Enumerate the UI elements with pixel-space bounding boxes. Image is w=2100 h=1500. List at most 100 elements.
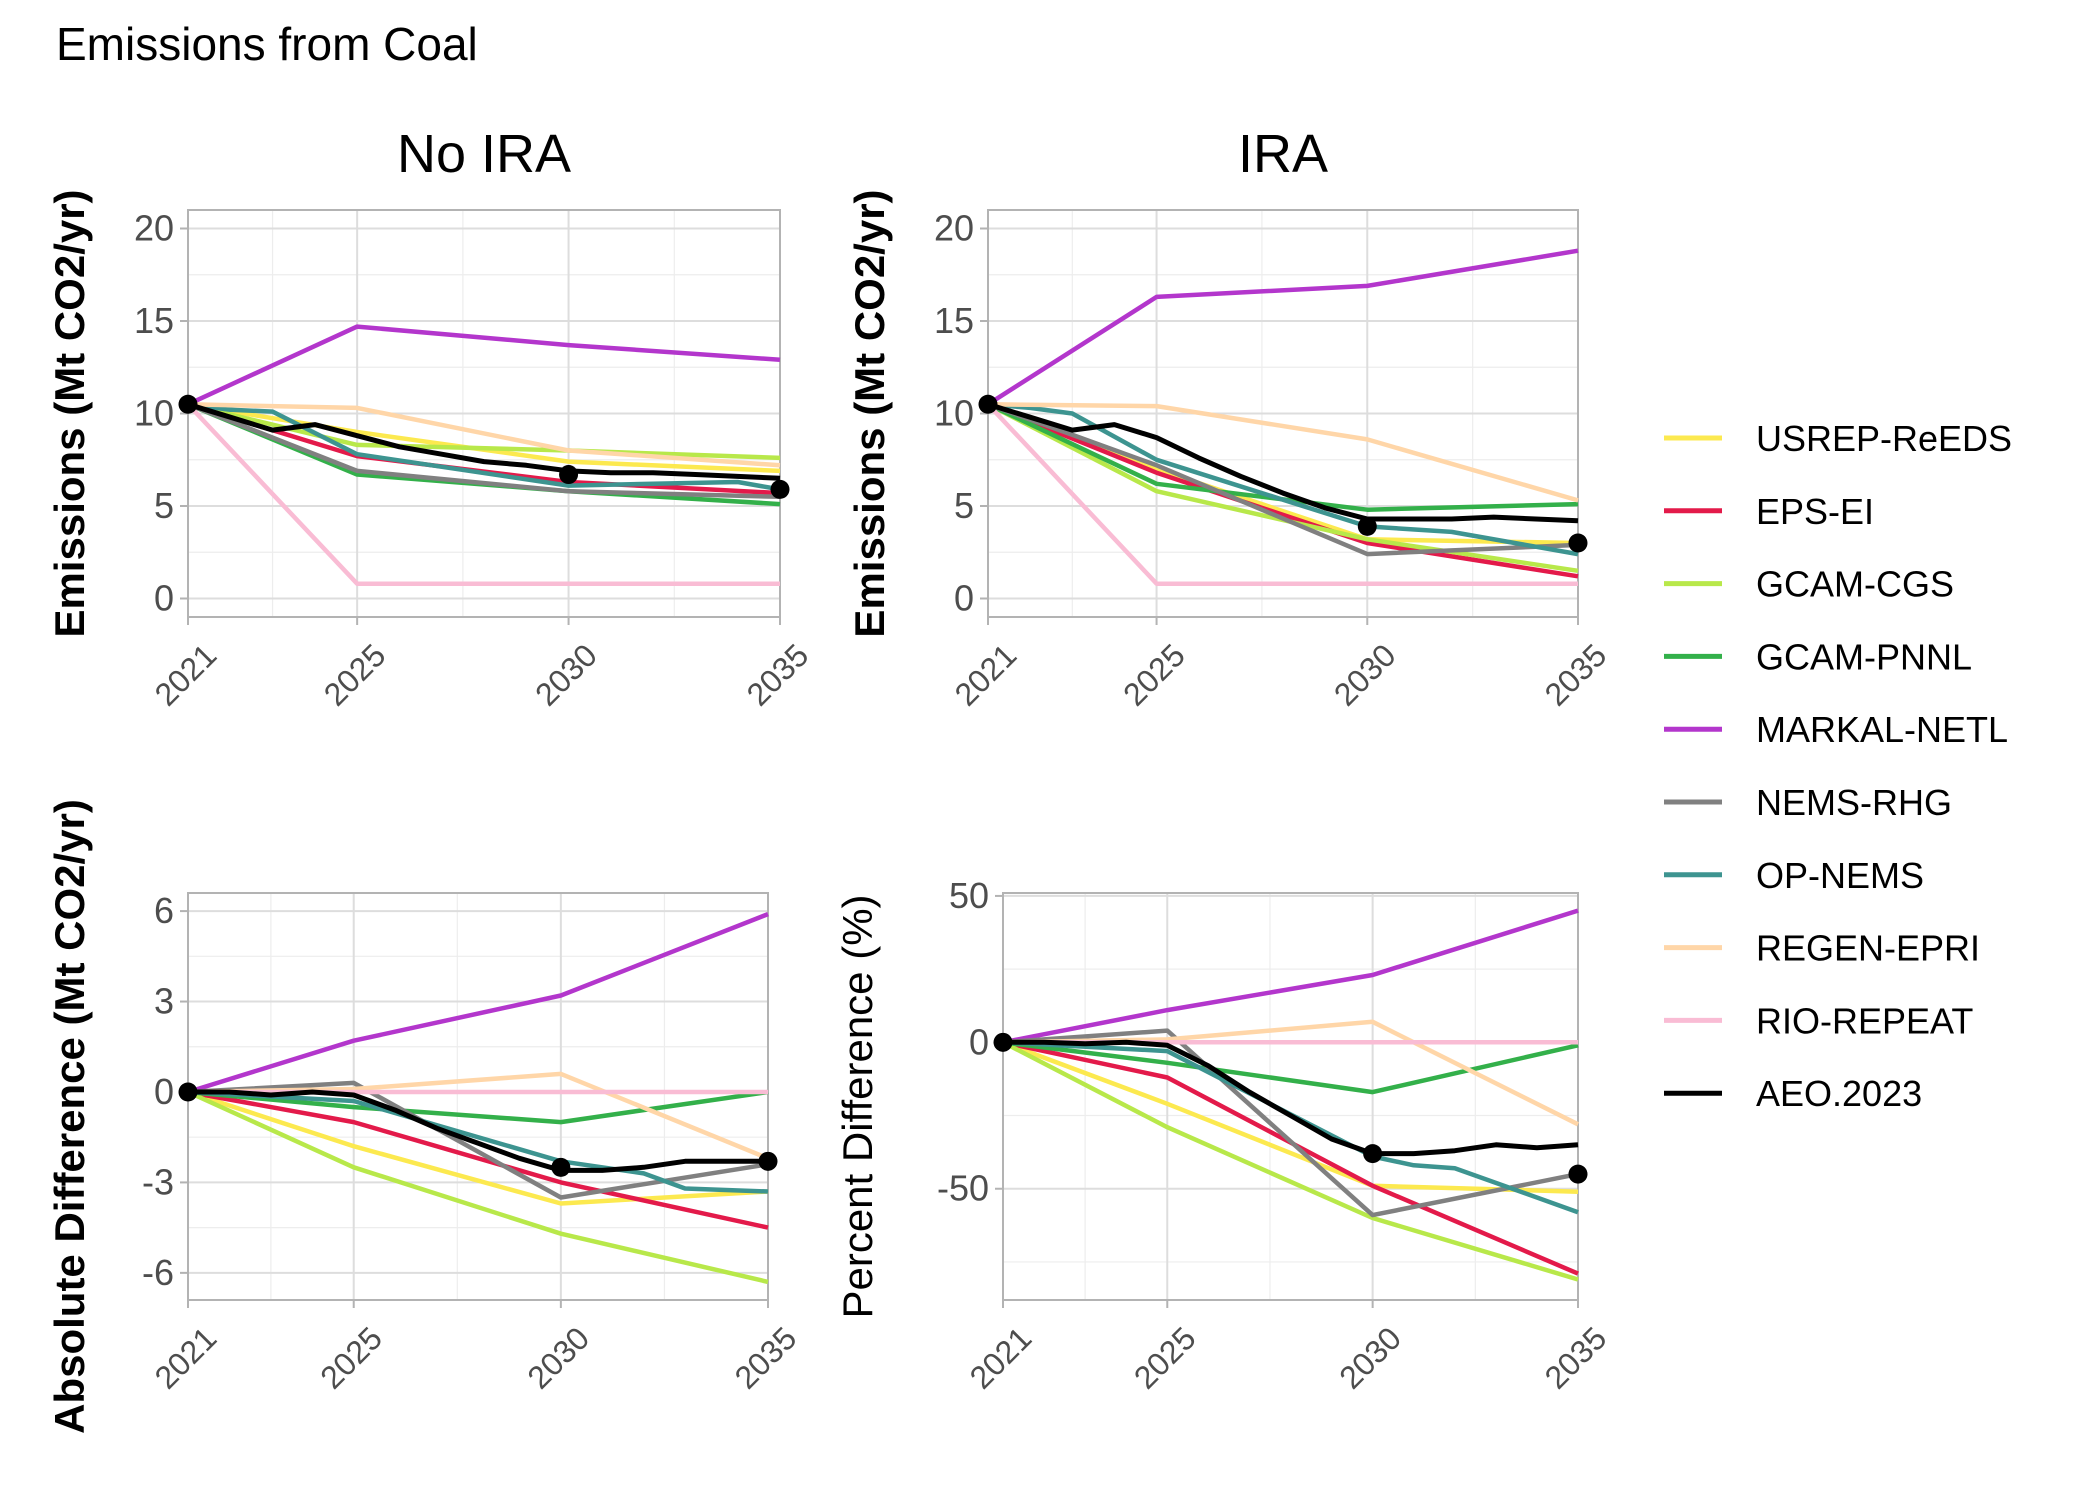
series-line-markal-netl <box>1002 908 1579 1045</box>
series-line-markal-netl <box>187 912 769 1095</box>
series-line-gcam-pnnl <box>1002 1040 1579 1095</box>
legend-item: OP-NEMS <box>1664 855 1924 896</box>
y-axis-label: Percent Difference (%) <box>834 894 881 1318</box>
x-tick-label: 2030 <box>528 637 604 713</box>
series-lines <box>993 908 1588 1282</box>
panel-ira: 0 5 10 15 20 2021 2025 2030 2035 IRA Emissions (Mt… <box>846 124 1613 713</box>
legend-item: NEMS-RHG <box>1664 782 1952 823</box>
x-tick-label: 2030 <box>1327 637 1403 713</box>
figure-title: Emissions from Coal <box>56 18 478 70</box>
legend-label: OP-NEMS <box>1756 855 1924 896</box>
x-tick-label: 2021 <box>148 637 224 713</box>
panel-title: No IRA <box>397 124 571 184</box>
legend-label: EPS-EI <box>1756 491 1874 532</box>
data-point-aeo-2023 <box>178 1082 198 1102</box>
x-tick-label: 2021 <box>148 1320 224 1396</box>
y-tick-label: 15 <box>934 300 974 341</box>
data-point-aeo-2023 <box>770 479 790 499</box>
x-tick-label: 2021 <box>948 637 1024 713</box>
x-tick-label: 2030 <box>520 1320 596 1396</box>
x-tick-label: 2025 <box>317 637 393 713</box>
y-tick-label: 3 <box>154 981 174 1022</box>
y-tick-label: 6 <box>154 890 174 931</box>
x-tick-label: 2025 <box>313 1320 389 1396</box>
y-tick-label: -50 <box>937 1168 989 1209</box>
legend-item: EPS-EI <box>1664 491 1874 532</box>
y-axis-label: Emissions (Mt CO2/yr) <box>846 189 893 637</box>
panel-border <box>1002 892 1579 1301</box>
series-lines <box>978 248 1588 586</box>
x-tick-label: 2035 <box>728 1320 804 1396</box>
series-line-gcam-pnnl <box>987 402 1579 512</box>
series-line-aeo-2023 <box>187 401 781 481</box>
data-point-aeo-2023 <box>551 1157 571 1177</box>
series-lines <box>178 324 790 586</box>
y-tick-label: -3 <box>142 1161 174 1202</box>
x-tick-label: 2025 <box>1116 637 1192 713</box>
series-line-aeo-2023 <box>1003 1039 1579 1157</box>
y-tick-label: 10 <box>134 393 174 434</box>
y-tick-label: 0 <box>954 578 974 619</box>
legend-item: USREP-ReEDS <box>1664 418 2012 459</box>
y-tick-label: 20 <box>934 208 974 249</box>
legend-label: GCAM-PNNL <box>1756 636 1972 677</box>
data-point-aeo-2023 <box>1357 516 1377 536</box>
legend-label: USREP-ReEDS <box>1756 418 2012 459</box>
series-line-aeo-2023 <box>188 1089 768 1173</box>
data-point-aeo-2023 <box>1568 1164 1588 1184</box>
y-tick-label: 0 <box>154 1071 174 1112</box>
y-tick-label: 5 <box>954 485 974 526</box>
series-line-eps-ei <box>187 1089 769 1230</box>
x-tick-label: 2021 <box>963 1320 1039 1396</box>
series-line-gcam-pnnl <box>187 1089 769 1125</box>
legend-item: GCAM-PNNL <box>1664 636 1972 677</box>
legend-label: AEO.2023 <box>1756 1073 1922 1114</box>
legend-item: MARKAL-NETL <box>1664 709 2008 750</box>
series-line-nems-rhg <box>187 402 781 500</box>
data-point-aeo-2023 <box>559 465 579 485</box>
series-line-op-nems <box>187 402 781 492</box>
series-line-gcam-cgs <box>187 402 781 461</box>
legend-item: RIO-REPEAT <box>1664 1000 1973 1041</box>
y-tick-label: -6 <box>142 1252 174 1293</box>
legend-item: GCAM-CGS <box>1664 564 1954 605</box>
data-point-aeo-2023 <box>758 1151 778 1171</box>
legend-label: MARKAL-NETL <box>1756 709 2008 750</box>
data-point-aeo-2023 <box>1363 1144 1383 1164</box>
series-line-usrep-reeds <box>187 1089 769 1206</box>
legend-label: GCAM-CGS <box>1756 564 1954 605</box>
data-point-aeo-2023 <box>993 1032 1013 1052</box>
data-point-aeo-2023 <box>178 394 198 414</box>
legend-item: REGEN-EPRI <box>1664 928 1980 969</box>
legend: USREP-ReEDS EPS-EI GCAM-CGS GCAM-PNNL MARKAL… <box>1664 418 2012 1114</box>
legend-label: RIO-REPEAT <box>1756 1000 1973 1041</box>
data-point-aeo-2023 <box>1568 533 1588 553</box>
x-tick-label: 2035 <box>1538 1320 1614 1396</box>
series-line-op-nems <box>187 1089 769 1194</box>
series-line-rio-repeat <box>186 402 780 586</box>
y-axis-label: Absolute Difference (Mt CO2/yr) <box>46 799 93 1434</box>
legend-label: NEMS-RHG <box>1756 782 1952 823</box>
series-line-aeo-2023 <box>987 401 1579 524</box>
y-tick-label: 10 <box>934 393 974 434</box>
y-axis-label: Emissions (Mt CO2/yr) <box>46 189 93 637</box>
x-tick-label: 2025 <box>1127 1320 1203 1396</box>
series-line-gcam-cgs <box>986 402 1579 574</box>
y-tick-label: 0 <box>969 1021 989 1062</box>
y-tick-label: 5 <box>154 485 174 526</box>
panel-no-ira: 0 5 10 15 20 2021 2025 2030 2035 No IRA Emissions … <box>46 124 815 713</box>
data-point-aeo-2023 <box>978 394 998 414</box>
panel-abs-diff: -6 -3 0 3 6 2021 2025 2030 2035 Absolute Differen… <box>46 799 803 1434</box>
legend-label: REGEN-EPRI <box>1756 928 1980 969</box>
x-tick-label: 2035 <box>740 637 816 713</box>
series-line-rio-repeat <box>986 402 1578 586</box>
x-tick-label: 2035 <box>1538 637 1614 713</box>
series-lines <box>178 912 778 1285</box>
series-line-nems-rhg <box>1002 1028 1579 1218</box>
series-line-regen-epri <box>187 402 781 468</box>
y-tick-label: 50 <box>949 875 989 916</box>
series-line-op-nems <box>987 402 1579 557</box>
panel-title: IRA <box>1238 124 1328 184</box>
y-tick-label: 0 <box>154 578 174 619</box>
